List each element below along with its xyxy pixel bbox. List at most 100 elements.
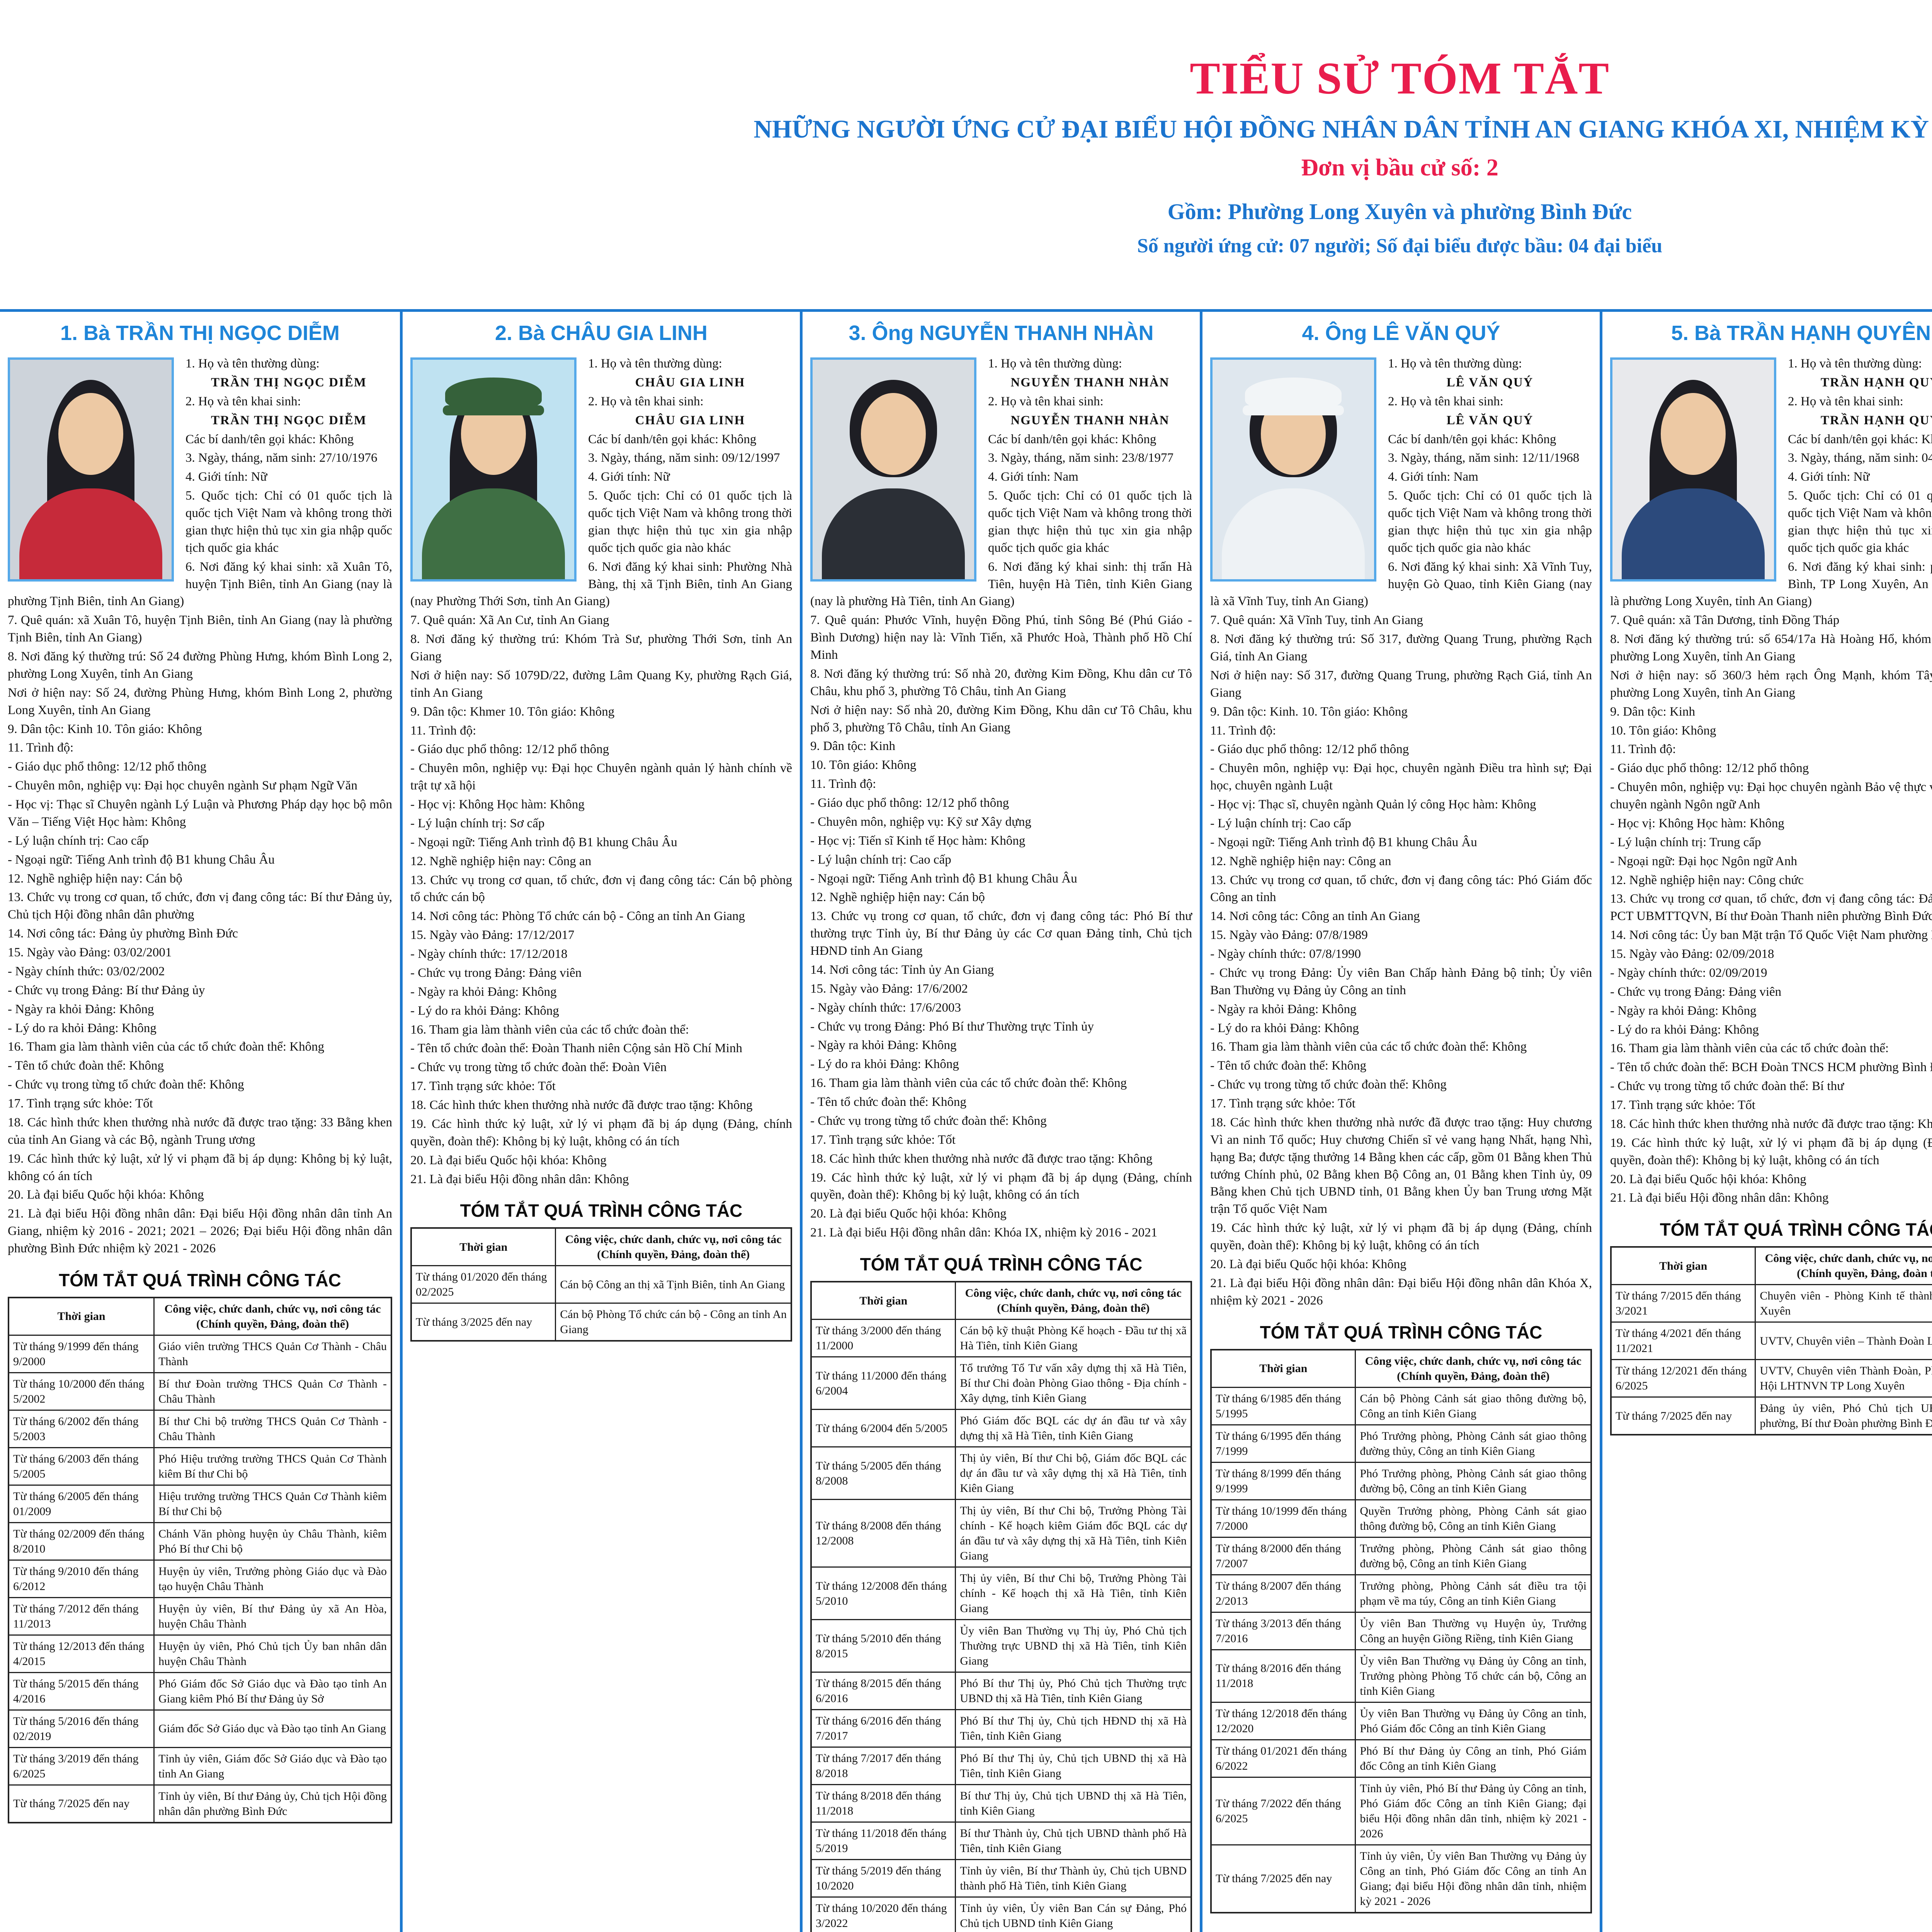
bio-line: - Lý do ra khỏi Đảng: Không xyxy=(1210,1021,1359,1035)
work-cell: Phó Giám đốc BQL các dự án đầu tư và xây… xyxy=(955,1409,1192,1447)
bio-line: 20. Là đại biểu Quốc hội khóa: Không xyxy=(410,1153,607,1167)
bio-line: 5. Quốc tịch: Chỉ có 01 quốc tịch là quố… xyxy=(1788,489,1932,555)
time-cell: Từ tháng 8/2015 đến tháng 6/2016 xyxy=(810,1672,956,1710)
bio-line: Nơi ở hiện nay: số 360/3 hẻm rạch Ông Mạ… xyxy=(1610,668,1932,700)
header-work-line-1: Công việc, chức danh, chức vụ, nơi công … xyxy=(1765,1252,1932,1265)
bio-line: - Chức vụ trong từng tổ chức đoàn thể: K… xyxy=(810,1114,1047,1128)
career-row: Từ tháng 7/2012 đến tháng 11/2013 Huyện ủ… xyxy=(8,1597,392,1636)
time-cell: Từ tháng 01/2020 đến tháng 02/2025 xyxy=(410,1265,556,1304)
candidate-bio: 1. Họ và tên thường dùng: TRẦN THỊ NGỌC D… xyxy=(8,355,392,1259)
bio-line: Các bí danh/tên gọi khác: Không xyxy=(588,432,757,446)
bio-line: - Tên tổ chức đoàn thể: BCH Đoàn TNCS HC… xyxy=(1610,1060,1932,1075)
bio-line: 18. Các hình thức khen thưởng nhà nước đ… xyxy=(1610,1117,1932,1131)
bio-line: 6. Nơi đăng ký khai sinh: thị trấn Hà Ti… xyxy=(810,560,1192,609)
bio-line: 13. Chức vụ trong cơ quan, tổ chức, đơn … xyxy=(1610,892,1932,923)
bio-line: 1. Họ và tên thường dùng: xyxy=(988,357,1122,371)
time-cell: Từ tháng 6/1995 đến tháng 7/1999 xyxy=(1210,1424,1356,1463)
work-cell: Đảng ủy viên, Phó Chủ tịch UBMTTQVN phườ… xyxy=(1755,1396,1932,1435)
work-cell: Cán bộ kỹ thuật Phòng Kế hoạch - Đầu tư … xyxy=(955,1319,1192,1357)
work-cell: Thị ủy viên, Bí thư Chi bộ, Giám đốc BQL… xyxy=(955,1446,1192,1500)
bio-line: 6. Nơi đăng ký khai sinh: Phường Nhà Bàn… xyxy=(410,560,792,609)
career-title: TÓM TẮT QUÁ TRÌNH CÔNG TÁC xyxy=(1260,1322,1543,1342)
career-row: Từ tháng 5/2015 đến tháng 4/2016 Phó Giám… xyxy=(8,1672,392,1711)
work-cell: Bí thư Đoàn trường THCS Quản Cơ Thành - … xyxy=(153,1372,392,1411)
career-title: TÓM TẮT QUÁ TRÌNH CÔNG TÁC xyxy=(460,1201,743,1221)
bio-line: - Chuyên môn, nghiệp vụ: Đại học chuyên … xyxy=(8,779,357,793)
bio-line: 18. Các hình thức khen thưởng nhà nước đ… xyxy=(410,1098,753,1112)
bio-line: 15. Ngày vào Đảng: 02/09/2018 xyxy=(1610,947,1774,961)
bio-line: 9. Dân tộc: Kinh. 10. Tôn giáo: Không xyxy=(1210,704,1408,719)
bio-line: 18. Các hình thức khen thưởng nhà nước đ… xyxy=(8,1115,392,1147)
career-table: Thời gian Công việc, chức danh, chức vụ, … xyxy=(810,1281,1192,1932)
bio-line: - Lý luận chính trị: Cao cấp xyxy=(8,833,149,848)
bio-line: 12. Nghề nghiệp hiện nay: Cán bộ xyxy=(8,871,182,886)
career-title: TÓM TẮT QUÁ TRÌNH CÔNG TÁC xyxy=(1660,1219,1932,1240)
time-cell: Từ tháng 10/2000 đến tháng 5/2002 xyxy=(8,1372,155,1411)
bio-line: - Ngày ra khỏi Đảng: Không xyxy=(810,1038,957,1053)
bio-line: 2. Họ và tên khai sinh: xyxy=(1788,394,1903,408)
bio-line: 3. Ngày, tháng, năm sinh: 12/11/1968 xyxy=(1388,451,1580,465)
work-cell: Trưởng phòng, Phòng Cảnh sát giao thông … xyxy=(1355,1536,1592,1575)
bio-line: 2. Họ và tên khai sinh: xyxy=(588,394,704,408)
portrait-photo xyxy=(410,357,577,582)
bio-line: 18. Các hình thức khen thưởng nhà nước đ… xyxy=(810,1151,1153,1166)
torso-shape xyxy=(1222,488,1365,579)
time-cell: Từ tháng 3/2025 đến nay xyxy=(410,1303,556,1342)
bio-line: 16. Tham gia làm thành viên của các tổ c… xyxy=(1610,1041,1889,1056)
career-row: Từ tháng 10/1999 đến tháng 7/2000 Quyền T… xyxy=(1210,1499,1592,1538)
bio-line: - Giáo dục phổ thông: 12/12 phổ thông xyxy=(410,742,609,757)
bio-line: - Ngày ra khỏi Đảng: Không xyxy=(1610,1003,1757,1018)
career-row: Từ tháng 7/2022 đến tháng 6/2025 Tỉnh ủy … xyxy=(1210,1776,1592,1845)
work-cell: Cán bộ Công an thị xã Tịnh Biên, tỉnh An… xyxy=(555,1265,792,1304)
bio-line: - Ngày chính thức: 17/12/2018 xyxy=(410,947,568,961)
portrait-photo xyxy=(1610,357,1776,582)
bio-line: - Ngoại ngữ: Tiếng Anh trình độ B1 khung… xyxy=(810,871,1077,886)
work-cell: Tỉnh ủy viên, Phó Bí thư Đảng ủy Công an… xyxy=(1355,1776,1592,1845)
bio-line: 15. Ngày vào Đảng: 03/02/2001 xyxy=(8,946,172,959)
career-row: Từ tháng 8/2008 đến tháng 12/2008 Thị ủy … xyxy=(810,1499,1192,1568)
bio-line: - Chức vụ trong Đảng: Phó Bí thư Thường … xyxy=(810,1019,1094,1034)
career-row: Từ tháng 7/2015 đến tháng 3/2021 Chuyên v… xyxy=(1610,1284,1932,1323)
bio-line: 19. Các hình thức kỷ luật, xử lý vi phạm… xyxy=(1610,1136,1932,1167)
header-cell-work: Công việc, chức danh, chức vụ, nơi công … xyxy=(1355,1349,1592,1388)
bio-line: 15. Ngày vào Đảng: 17/12/2017 xyxy=(410,928,575,942)
bio-line: CHÂU GIA LINH xyxy=(635,413,745,427)
face-shape xyxy=(861,393,926,475)
career-row: Từ tháng 7/2025 đến nay Đảng ủy viên, Phó… xyxy=(1610,1396,1932,1435)
bio-line: - Học vị: Không Học hàm: Không xyxy=(1610,816,1784,830)
bio-line: 4. Giới tính: Nữ xyxy=(185,470,267,484)
candidate-column: 2. Bà CHÂU GIA LINH 1. Họ và tên thường d… xyxy=(400,312,800,1932)
career-row: Từ tháng 6/2002 đến tháng 5/2003 Bí thư C… xyxy=(8,1409,392,1448)
work-cell: Bí thư Thị ủy, Chủ tịch UBND thị xã Hà T… xyxy=(955,1784,1192,1823)
career-row: Từ tháng 10/2020 đến tháng 3/2022 Tỉnh ủy… xyxy=(810,1896,1192,1932)
bio-line: 17. Tình trạng sức khỏe: Tốt xyxy=(1610,1098,1755,1112)
cap-brim-icon xyxy=(1243,405,1344,415)
work-cell: Bí thư Chi bộ trường THCS Quản Cơ Thành … xyxy=(153,1409,392,1448)
bio-line: 12. Nghề nghiệp hiện nay: Công an xyxy=(1210,854,1391,868)
bio-line: 20. Là đại biểu Quốc hội khóa: Không xyxy=(810,1207,1007,1221)
bio-line: Nơi ở hiện nay: Số 1079D/22, đường Lâm Q… xyxy=(410,668,792,700)
header-work-line-1: Công việc, chức danh, chức vụ, nơi công … xyxy=(565,1233,782,1246)
career-row: Từ tháng 02/2009 đến tháng 8/2010 Chánh V… xyxy=(8,1522,392,1561)
bio-line: 13. Chức vụ trong cơ quan, tổ chức, đơn … xyxy=(810,909,1192,958)
bio-line: 3. Ngày, tháng, năm sinh: 04/01/1992 xyxy=(1788,451,1932,465)
bio-line: 19. Các hình thức kỷ luật, xử lý vi phạm… xyxy=(410,1117,792,1148)
career-row: Từ tháng 7/2025 đến nay Tỉnh ủy viên, Ủy … xyxy=(1210,1844,1592,1913)
work-cell: Cán bộ Phòng Tổ chức cán bộ - Công an tỉ… xyxy=(555,1303,792,1342)
bio-line: - Chức vụ trong Đảng: Đảng viên xyxy=(410,966,582,980)
time-cell: Từ tháng 12/2013 đến tháng 4/2015 xyxy=(8,1634,155,1673)
work-cell: Tỉnh ủy viên, Ủy viên Ban Thường vụ Đảng… xyxy=(1355,1844,1592,1913)
work-cell: Thị ủy viên, Bí thư Chi bộ, Trưởng Phòng… xyxy=(955,1499,1192,1568)
time-cell: Từ tháng 3/2019 đến tháng 6/2025 xyxy=(8,1747,155,1786)
bio-line: 4. Giới tính: Nam xyxy=(1388,470,1478,484)
header-work-line-2: (Chính quyền, Đảng, đoàn thể) xyxy=(597,1248,750,1261)
bio-line: - Giáo dục phổ thông: 12/12 phổ thông xyxy=(1610,761,1809,776)
work-cell: Phó Bí thư Thị ủy, Chủ tịch UBND thị xã … xyxy=(955,1747,1192,1785)
bio-line: 14. Nơi công tác: Đảng ủy phường Bình Đứ… xyxy=(8,927,238,941)
bio-line: 6. Nơi đăng ký khai sinh: phường Mỹ Bình… xyxy=(1610,560,1932,609)
work-cell: Thị ủy viên, Bí thư Chi bộ, Trưởng Phòng… xyxy=(955,1566,1192,1620)
bio-line: 1. Họ và tên thường dùng: xyxy=(185,357,320,371)
bio-line: 11. Trình độ: xyxy=(8,741,74,755)
time-cell: Từ tháng 6/2004 đến 5/2005 xyxy=(810,1409,956,1447)
